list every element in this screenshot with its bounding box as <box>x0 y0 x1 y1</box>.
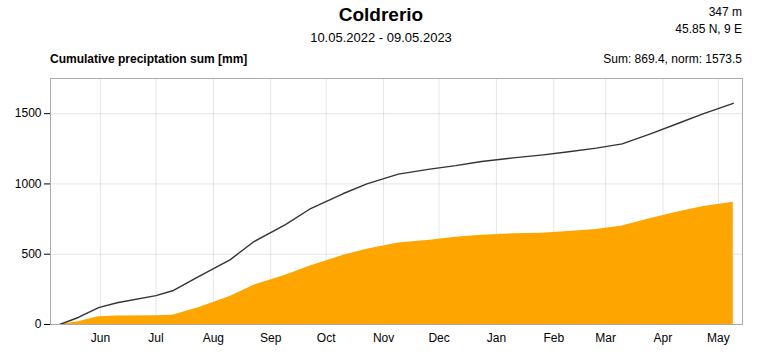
html-text:347 m: 347 m <box>708 5 742 19</box>
svg-text:Oct: Oct <box>317 331 336 345</box>
svg-text:Jan: Jan <box>487 331 506 345</box>
html-text:Coldrerio: Coldrerio <box>338 4 424 25</box>
svg-text:Feb: Feb <box>543 331 564 345</box>
svg-text:Jul: Jul <box>148 331 163 345</box>
svg-text:Dec: Dec <box>428 331 449 345</box>
html-text:45.85 N, 9 E: 45.85 N, 9 E <box>675 22 742 36</box>
svg-text:500: 500 <box>21 247 41 261</box>
svg-text:Mar: Mar <box>595 331 616 345</box>
html-text:Sum: 869.4, norm: 1573.5: Sum: 869.4, norm: 1573.5 <box>603 52 742 66</box>
svg-text:1000: 1000 <box>15 177 42 191</box>
svg-text:Nov: Nov <box>373 331 394 345</box>
svg-text:1500: 1500 <box>15 106 42 120</box>
html-text:Cumulative preciptation sum [m: Cumulative preciptation sum [mm] <box>50 52 248 66</box>
svg-text:May: May <box>707 331 730 345</box>
svg-text:0: 0 <box>35 317 42 331</box>
svg-text:Aug: Aug <box>203 331 224 345</box>
html-text:10.05.2022 - 09.05.2023: 10.05.2022 - 09.05.2023 <box>310 30 452 45</box>
svg-text:Apr: Apr <box>654 331 673 345</box>
svg-text:Jun: Jun <box>91 331 110 345</box>
svg-text:Sep: Sep <box>260 331 282 345</box>
